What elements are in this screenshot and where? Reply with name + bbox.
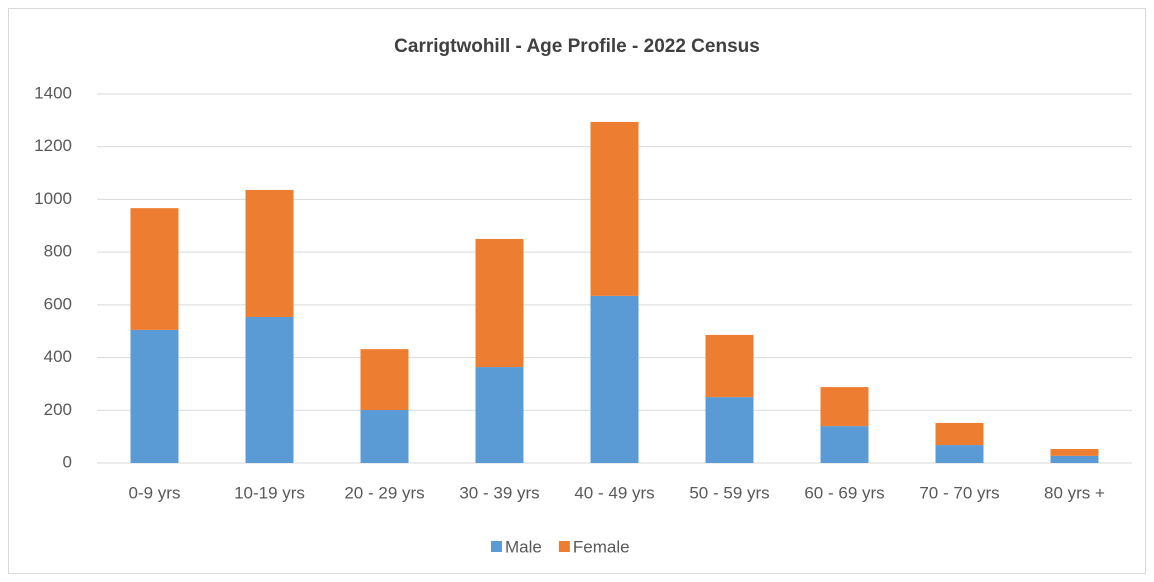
bar-segment <box>935 445 984 463</box>
bar-segment <box>245 316 294 463</box>
y-tick-label: 1400 <box>34 83 72 102</box>
bar-segment <box>475 238 524 368</box>
legend-label: Male <box>505 537 542 556</box>
y-tick-label: 200 <box>44 400 72 419</box>
x-tick-label: 30 - 39 yrs <box>459 483 539 502</box>
bar-segment <box>130 329 179 463</box>
x-tick-label: 50 - 59 yrs <box>689 483 769 502</box>
bar-segment <box>820 426 869 463</box>
chart-border <box>8 8 1146 574</box>
y-tick-label: 600 <box>44 294 72 313</box>
legend-swatch <box>491 541 502 552</box>
y-tick-label: 800 <box>44 242 72 261</box>
bar-segment <box>475 367 524 463</box>
y-tick-label: 1000 <box>34 189 72 208</box>
bar-segment <box>245 189 294 317</box>
bar-segment <box>590 121 639 296</box>
x-tick-label: 80 yrs + <box>1044 483 1105 502</box>
bar-segment <box>590 295 639 463</box>
x-tick-label: 60 - 69 yrs <box>804 483 884 502</box>
legend-label: Female <box>573 537 630 556</box>
y-tick-label: 0 <box>63 452 72 471</box>
bar-segment <box>360 349 409 411</box>
y-tick-label: 1200 <box>34 136 72 155</box>
x-tick-label: 10-19 yrs <box>234 483 305 502</box>
x-tick-label: 40 - 49 yrs <box>574 483 654 502</box>
bar-segment <box>1050 449 1099 456</box>
x-tick-label: 0-9 yrs <box>129 483 181 502</box>
chart-title: Carrigtwohill - Age Profile - 2022 Censu… <box>394 36 760 57</box>
bar-segment <box>1050 455 1099 463</box>
bar-segment <box>820 387 869 427</box>
x-tick-label: 20 - 29 yrs <box>344 483 424 502</box>
x-tick-label: 70 - 70 yrs <box>919 483 999 502</box>
legend-swatch <box>558 541 570 552</box>
bar-segment <box>705 334 754 398</box>
bar-segment <box>130 208 179 330</box>
y-tick-label: 400 <box>44 347 72 366</box>
bar-segment <box>935 422 984 446</box>
bar-segment <box>360 410 409 463</box>
bar-segment <box>705 397 754 463</box>
